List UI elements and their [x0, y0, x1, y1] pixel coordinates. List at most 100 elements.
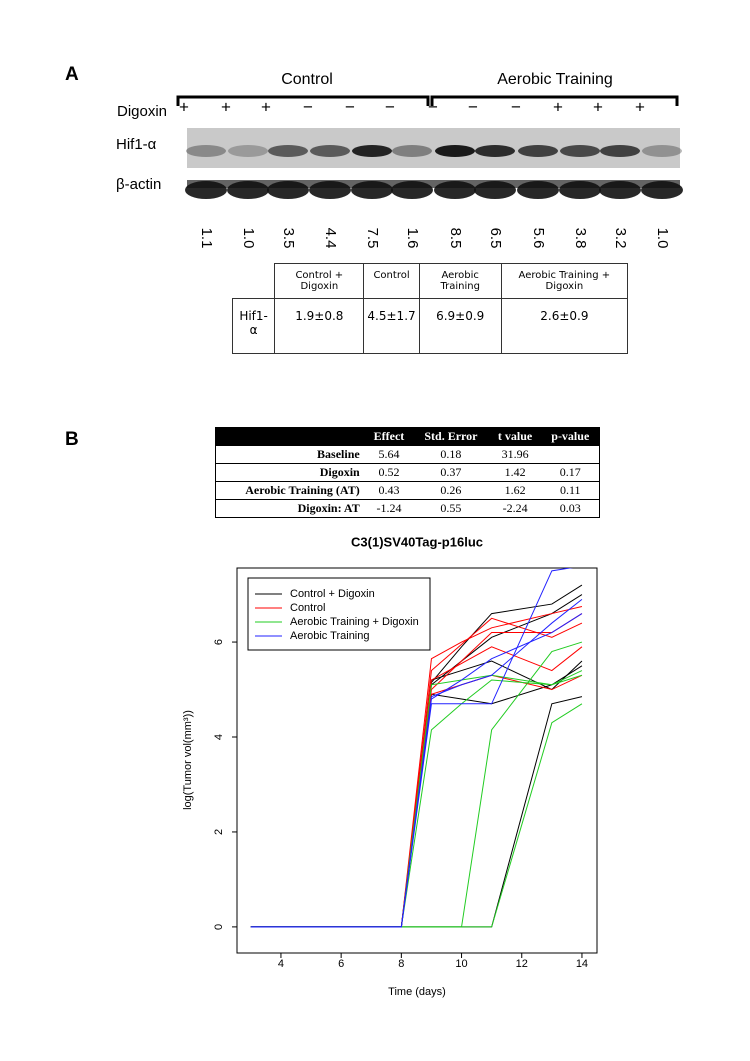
actin-band — [391, 181, 433, 199]
hif-band — [435, 145, 475, 157]
column-header: Aerobic Training — [418, 263, 502, 299]
table-value: 0.17 — [541, 463, 600, 482]
table-value: 1.62 — [488, 481, 542, 500]
row-label: Digoxin — [117, 103, 167, 120]
quant-value: 1.0 — [654, 228, 671, 249]
digoxin-sign: + — [179, 97, 189, 116]
legend-box — [247, 577, 431, 651]
quant-value: 1.0 — [240, 228, 257, 249]
actin-band — [641, 181, 683, 199]
x-tick-label: 12 — [516, 958, 528, 970]
regression-table: Effect Std. Error t value p-value Baseline 5… — [215, 427, 600, 518]
hif-band — [310, 145, 350, 157]
hif-band — [600, 145, 640, 157]
row-header: Digoxin: AT — [215, 499, 365, 518]
blank-cell — [233, 264, 275, 299]
table-value: 1.42 — [488, 463, 542, 482]
panel-label: B — [65, 429, 79, 450]
hif-band — [352, 145, 392, 157]
x-tick-label: 4 — [278, 958, 284, 970]
actin-band — [599, 181, 641, 199]
y-axis-label: log(Tumor vol(mm³)) — [182, 710, 194, 810]
table-value: 0.18 — [413, 445, 489, 464]
table-value: 6.9±0.9 — [418, 298, 502, 354]
table-value: 0.37 — [413, 463, 489, 482]
plot: 4 6 8 10 12 14 0 2 4 6 Control + Digoxin Control Aer… — [213, 568, 588, 970]
y-tick-label: 2 — [213, 829, 225, 835]
x-tick-label: 8 — [398, 958, 404, 970]
y-tick-label: 4 — [213, 734, 225, 740]
quant-value: 3.2 — [612, 228, 629, 249]
x-tick-label: 14 — [576, 958, 588, 970]
blank-cell — [215, 427, 365, 446]
column-header: Effect — [364, 427, 414, 446]
table-value: 4.5±1.7 — [363, 298, 420, 354]
table-row: Aerobic Training (AT) 0.43 0.26 1.62 0.11 — [215, 481, 600, 500]
digoxin-sign: + — [261, 97, 271, 116]
blot-hif — [187, 128, 680, 168]
y-tick-label: 6 — [213, 639, 225, 645]
digoxin-sign: − — [428, 97, 438, 116]
table-row: Digoxin 0.52 0.37 1.42 0.17 — [215, 463, 600, 482]
column-header: Control — [363, 263, 420, 299]
hif-band — [186, 145, 226, 157]
table-value: 0.11 — [541, 481, 600, 500]
plot-box — [236, 567, 598, 954]
column-header: Aerobic Training + Digoxin — [500, 263, 629, 299]
group-label: Aerobic Training — [497, 71, 613, 88]
quant-value: 6.5 — [487, 228, 504, 249]
table-row: Baseline 5.64 0.18 31.96 — [215, 445, 600, 464]
table-value: -2.24 — [488, 499, 542, 518]
hif-band — [268, 145, 308, 157]
hif-band — [560, 145, 600, 157]
table-value: 1.9±0.8 — [274, 298, 365, 354]
table-row: Digoxin: AT -1.24 0.55 -2.24 0.03 — [215, 499, 600, 518]
quant-value: 4.4 — [322, 228, 339, 249]
table-value: 0.55 — [413, 499, 489, 518]
digoxin-sign: + — [221, 97, 231, 116]
actin-band — [517, 181, 559, 199]
row-header: Aerobic Training (AT) — [215, 481, 365, 500]
actin-band — [351, 181, 393, 199]
row-header: Digoxin — [215, 463, 365, 482]
row-header: Baseline — [215, 445, 365, 464]
quant-table: Control + Digoxin Control Aerobic Training… — [231, 263, 629, 354]
legend: Control + Digoxin Control Aerobic Training… — [247, 577, 431, 651]
row-header: Hif1-α — [231, 298, 276, 354]
legend-label: Control — [290, 602, 325, 614]
quant-value: 1.1 — [198, 228, 215, 249]
digoxin-sign: + — [635, 97, 645, 116]
quant-value: 3.5 — [280, 228, 297, 249]
series-line — [250, 613, 583, 928]
actin-band — [309, 181, 351, 199]
digoxin-sign: − — [385, 97, 395, 116]
series-line — [250, 613, 583, 928]
table-value: 31.96 — [488, 445, 542, 464]
quant-value: 1.6 — [404, 228, 421, 249]
hif-band — [475, 145, 515, 157]
series-line — [250, 646, 583, 928]
table-value: 2.6±0.9 — [500, 298, 629, 354]
digoxin-sign: − — [468, 97, 478, 116]
actin-band — [559, 181, 601, 199]
hif-band — [518, 145, 558, 157]
table-value: -1.24 — [364, 499, 414, 518]
quant-value: 8.5 — [447, 228, 464, 249]
table-value: 0.26 — [413, 481, 489, 500]
actin-band — [474, 181, 516, 199]
table-value: 5.64 — [364, 445, 414, 464]
table-value: 0.52 — [364, 463, 414, 482]
digoxin-sign: − — [511, 97, 521, 116]
x-axis-label: Time (days) — [388, 986, 446, 998]
actin-band — [267, 181, 309, 199]
digoxin-sign: + — [593, 97, 603, 116]
chart-title: C3(1)SV40Tag-p16luc — [351, 534, 483, 549]
actin-band — [227, 181, 269, 199]
group-bracket — [176, 95, 679, 106]
hif-band — [642, 145, 682, 157]
digoxin-sign: − — [303, 97, 313, 116]
x-tick-label: 6 — [338, 958, 344, 970]
column-header: Control + Digoxin — [274, 263, 365, 299]
